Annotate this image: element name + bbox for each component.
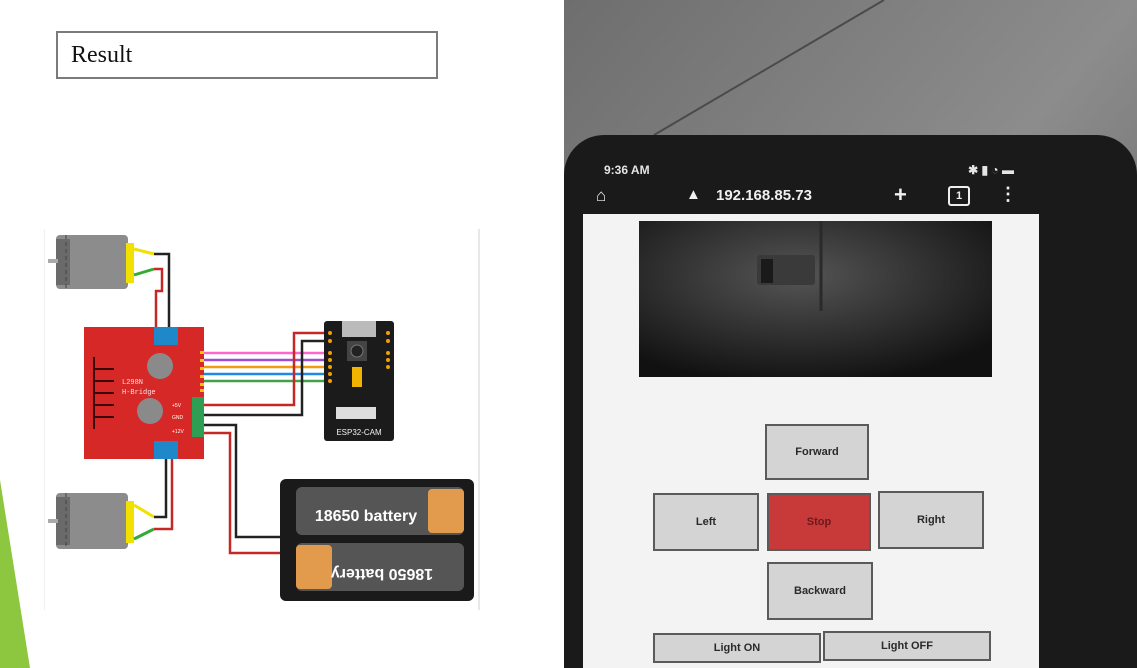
backward-button[interactable]: Backward: [767, 562, 873, 620]
phone-screen: Forward Left Stop Right Backward Light O…: [583, 214, 1039, 668]
slide-accent: [0, 480, 30, 668]
status-icons: ✱ ▮ ◔ ▬: [968, 163, 1014, 177]
url-text[interactable]: 192.168.85.73: [716, 187, 812, 204]
result-label: Result: [71, 42, 133, 68]
pin-label-12v: +12V: [172, 429, 184, 435]
pin-label-5v: +5V: [172, 403, 182, 409]
esp32-cam-module: ESP32-CAM: [324, 321, 394, 441]
svg-text:H-Bridge: H-Bridge: [122, 389, 156, 397]
stream-frame: [639, 221, 992, 377]
new-tab-icon[interactable]: +: [894, 182, 907, 207]
forward-button[interactable]: Forward: [765, 424, 869, 480]
result-box: Result: [56, 31, 438, 79]
tab-count[interactable]: 1: [948, 186, 970, 206]
motor-top: [48, 235, 155, 289]
light-off-button[interactable]: Light OFF: [823, 631, 991, 661]
circuit-diagram: L298N H-Bridge +5V GND +12V ESP32-CAM: [44, 229, 480, 610]
pin-label-gnd: GND: [172, 415, 184, 421]
light-on-button[interactable]: Light ON: [653, 633, 821, 663]
battery-label-top: 18650 battery: [315, 508, 417, 525]
warning-icon: ▲: [686, 186, 701, 203]
stop-button[interactable]: Stop: [767, 493, 871, 551]
right-button[interactable]: Right: [878, 491, 984, 549]
status-time: 9:36 AM: [604, 163, 650, 177]
phone-status-bar: 9:36 AM ✱ ▮ ◔ ▬: [604, 160, 1014, 182]
driver-label: L298N: [122, 379, 143, 387]
menu-icon[interactable]: ⋮: [999, 184, 1017, 204]
left-button[interactable]: Left: [653, 493, 759, 551]
browser-toolbar: ⌂ ▲ 192.168.85.73 + 1 ⋮: [594, 182, 1024, 210]
l298n-driver: L298N H-Bridge +5V GND +12V: [84, 327, 204, 459]
motor-bottom: [48, 493, 155, 549]
battery-pack: 18650 battery 18650 battery: [280, 479, 474, 601]
home-icon[interactable]: ⌂: [596, 186, 607, 205]
camera-stream: [639, 221, 992, 377]
cam-label: ESP32-CAM: [336, 428, 382, 437]
battery-label-bottom: 18650 battery: [331, 565, 433, 582]
phone-photo: 9:36 AM ✱ ▮ ◔ ▬ ⌂ ▲ 192.168.85.73 + 1 ⋮: [564, 0, 1137, 668]
